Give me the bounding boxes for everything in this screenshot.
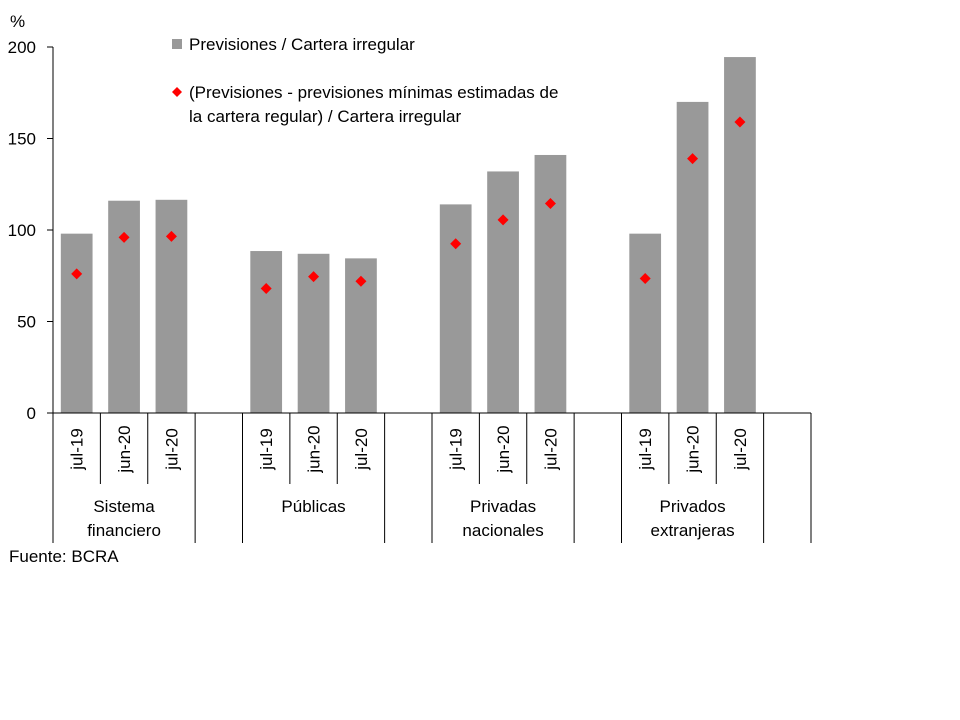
bar-1-0 <box>250 251 283 413</box>
marker-0-0 <box>71 268 83 280</box>
group-label-2-1: nacionales <box>462 521 543 540</box>
y-tick-label-0: 0 <box>27 404 36 423</box>
period-label-2-1: jun-20 <box>494 425 513 473</box>
period-label-3-2: jul-20 <box>731 428 750 471</box>
y-unit-label: % <box>10 12 25 31</box>
group-label-2-0: Privadas <box>470 497 536 516</box>
bar-2-1 <box>487 171 519 413</box>
legend-swatch-bars <box>172 39 182 49</box>
y-tick-label-4: 200 <box>8 38 36 57</box>
marker-2-1 <box>497 214 509 226</box>
marker-3-2 <box>734 116 746 128</box>
period-label-0-1: jun-20 <box>115 425 134 473</box>
period-label-1-1: jun-20 <box>305 425 324 473</box>
marker-1-1 <box>308 271 320 283</box>
legend-swatch-markers <box>172 87 182 97</box>
bar-3-0 <box>629 233 662 413</box>
period-label-0-0: jul-19 <box>68 428 87 471</box>
bar-3-1 <box>676 101 709 414</box>
marker-1-2 <box>355 275 367 287</box>
group-label-1-0: Públicas <box>281 497 345 516</box>
period-label-2-0: jul-19 <box>447 428 466 471</box>
group-label-3-0: Privados <box>659 497 725 516</box>
y-tick-label-2: 100 <box>8 221 36 240</box>
marker-3-1 <box>687 153 699 165</box>
period-label-2-2: jul-20 <box>541 428 560 471</box>
group-label-0-0: Sistema <box>93 497 155 516</box>
marker-0-1 <box>118 231 130 243</box>
marker-3-0 <box>639 272 651 284</box>
bar-3-2 <box>724 57 756 413</box>
bar-0-0 <box>60 233 93 413</box>
marker-0-2 <box>165 230 177 242</box>
marker-1-0 <box>260 283 272 295</box>
bar-2-2 <box>534 154 567 413</box>
source-note: Fuente: BCRA <box>9 547 119 566</box>
legend-label-bars: Previsiones / Cartera irregular <box>189 35 415 54</box>
bar-2-0 <box>439 204 472 413</box>
group-label-0-1: financiero <box>87 521 161 540</box>
period-label-1-2: jul-20 <box>352 428 371 471</box>
marker-2-2 <box>544 197 556 209</box>
legend-label-markers-0: (Previsiones - previsiones mínimas estim… <box>189 83 558 102</box>
period-label-3-1: jun-20 <box>684 425 703 473</box>
period-label-3-0: jul-19 <box>636 428 655 471</box>
y-tick-label-3: 150 <box>8 130 36 149</box>
period-label-0-2: jul-20 <box>162 428 181 471</box>
marker-2-0 <box>450 238 462 250</box>
group-label-3-1: extranjeras <box>651 521 735 540</box>
period-label-1-0: jul-19 <box>257 428 276 471</box>
legend-label-markers-1: la cartera regular) / Cartera irregular <box>189 107 461 126</box>
y-tick-label-1: 50 <box>17 313 36 332</box>
